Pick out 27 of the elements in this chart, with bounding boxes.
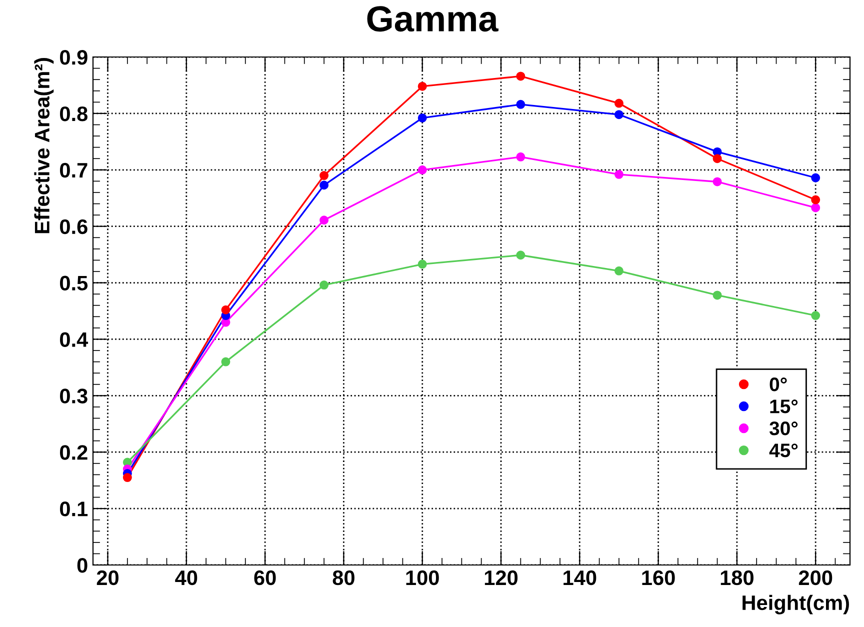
y-tick-label: 0: [77, 558, 88, 573]
y-tick-label: 0.6: [60, 219, 88, 234]
y-tick-label: 0.3: [60, 388, 88, 404]
x-axis-title: Height(cm): [742, 594, 849, 614]
x-tick-label: 40: [175, 570, 198, 586]
x-tick-label: 80: [332, 570, 354, 586]
x-tick-label: 120: [484, 570, 518, 586]
x-tick-label: 140: [564, 570, 596, 586]
y-tick-label: 0.1: [60, 502, 88, 516]
legend-label: 45°: [769, 444, 798, 458]
chart-title: Gamma: [367, 6, 498, 32]
y-tick-label: 0.8: [60, 106, 88, 122]
y-axis-title: Effective Area(m²): [34, 58, 54, 234]
y-tick-label: 0.5: [60, 276, 88, 291]
y-tick-label: 0.7: [60, 162, 88, 178]
x-tick-label: 180: [720, 570, 754, 586]
y-tick-label: 0.9: [60, 50, 88, 65]
legend-label: 15°: [770, 400, 798, 414]
y-tick-label: 0.4: [60, 332, 88, 347]
legend-label: 0°: [770, 377, 787, 392]
x-tick-label: 100: [406, 570, 439, 586]
x-tick-label: 20: [96, 570, 118, 586]
y-tick-label: 0.2: [60, 445, 88, 460]
x-tick-label: 60: [254, 570, 276, 586]
legend-label: 30°: [769, 422, 798, 436]
x-tick-label: 200: [798, 570, 832, 586]
x-tick-label: 160: [642, 570, 675, 586]
